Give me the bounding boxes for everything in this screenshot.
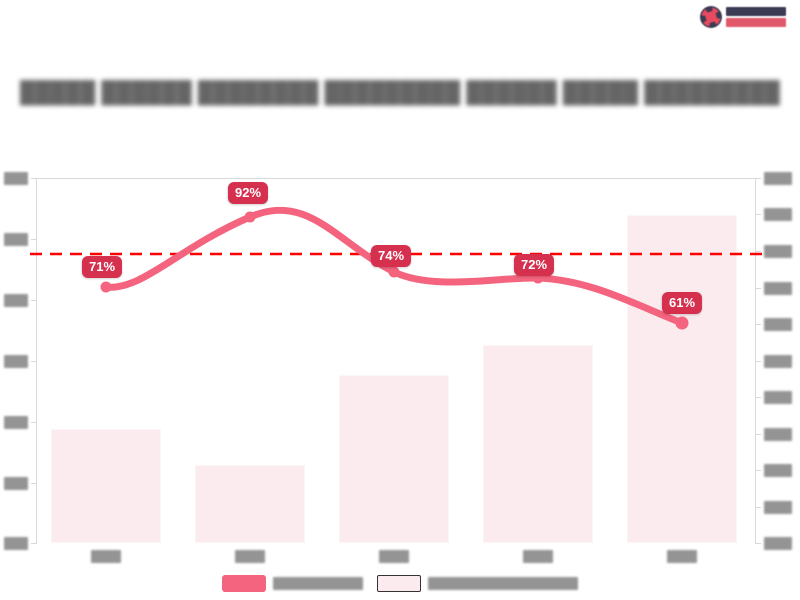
left-axis-line [36, 178, 37, 544]
x-axis-category-label: ████ [235, 550, 265, 563]
legend-label: █████████ ████████ [428, 577, 578, 590]
right-axis-tick-label: ████ [764, 391, 792, 404]
left-axis-tick-label: ███ [4, 233, 28, 246]
left-tick [31, 239, 36, 240]
chart-title-container: █████ ██████ ████████ █████████ ██████ █… [0, 78, 800, 108]
right-axis-tick-label: ████ [764, 537, 792, 550]
logo-wordmark-line2: ███████ [726, 18, 786, 27]
brand-logo: ████████ ███████ [700, 3, 792, 31]
data-label: 92% [227, 182, 269, 204]
left-tick [31, 300, 36, 301]
data-label: 71% [81, 256, 123, 278]
data-label: 74% [370, 245, 412, 267]
legend-item-bar-series[interactable]: █████████ ████████ [377, 575, 578, 592]
right-axis-tick-label: ████ [764, 428, 792, 441]
bar-series-item[interactable] [51, 429, 161, 543]
right-axis-tick-label: ████ [764, 318, 792, 331]
right-axis-line [755, 178, 756, 544]
left-axis-tick-label: ███ [4, 537, 28, 550]
bar-series-item[interactable] [195, 465, 305, 543]
left-tick [31, 361, 36, 362]
bottom-axis-line [36, 178, 756, 179]
line-point-marker[interactable] [100, 281, 112, 293]
line-point-marker[interactable] [244, 211, 256, 223]
data-label: 61% [661, 292, 703, 314]
line-series-overlay [30, 206, 762, 330]
line-point-marker[interactable] [675, 316, 689, 330]
line-point-marker[interactable] [388, 266, 400, 278]
right-axis-tick-label: ████ [764, 282, 792, 295]
left-tick [31, 422, 36, 423]
right-tick [756, 397, 761, 398]
left-tick [31, 483, 36, 484]
x-axis-category-label: ████ [91, 550, 121, 563]
right-tick [756, 288, 761, 289]
left-axis-tick-label: ███ [4, 172, 28, 185]
x-axis-category-label: ████ [523, 550, 553, 563]
bar-series-item[interactable] [627, 215, 737, 543]
right-tick [756, 361, 761, 362]
right-tick [756, 178, 761, 179]
right-tick [756, 507, 761, 508]
right-axis-tick-label: ████ [764, 355, 792, 368]
left-axis-tick-label: ███ [4, 416, 28, 429]
plot-area: ███ ███ ███ ███ ███ ███ ███ ████ ████ ██… [4, 172, 792, 563]
right-tick [756, 470, 761, 471]
data-label: 72% [513, 254, 555, 276]
right-axis-tick-label: ████ [764, 172, 792, 185]
right-tick [756, 251, 761, 252]
chart-title: █████ ██████ ████████ █████████ ██████ █… [20, 81, 780, 104]
right-tick [756, 324, 761, 325]
logo-wordmark-line1: ████████ [726, 7, 786, 16]
right-axis-tick-label: ████ [764, 245, 792, 258]
left-axis-tick-label: ███ [4, 355, 28, 368]
bar-series-item[interactable] [339, 375, 449, 543]
right-axis-tick-label: ████ [764, 464, 792, 477]
legend-swatch-bar-icon [377, 575, 421, 592]
bar-series-item[interactable] [483, 345, 593, 543]
left-tick [31, 543, 36, 544]
left-axis-tick-label: ███ [4, 294, 28, 307]
right-axis-tick-label: ████ [764, 208, 792, 221]
right-tick [756, 434, 761, 435]
left-tick [31, 178, 36, 179]
right-tick [756, 543, 761, 544]
x-axis-category-label: ████ [667, 550, 697, 563]
chart-legend: █████ ██████ █████████ ████████ [0, 575, 800, 592]
right-axis-tick-label: ████ [764, 501, 792, 514]
right-tick [756, 214, 761, 215]
logo-wordmark: ████████ ███████ [726, 7, 786, 27]
legend-swatch-line-icon [222, 575, 266, 592]
circular-burst-logo-icon [700, 6, 722, 28]
legend-item-line-series[interactable]: █████ ██████ [222, 575, 363, 592]
legend-label: █████ ██████ [273, 577, 363, 590]
x-axis-category-label: ████ [379, 550, 409, 563]
left-axis-tick-label: ███ [4, 477, 28, 490]
